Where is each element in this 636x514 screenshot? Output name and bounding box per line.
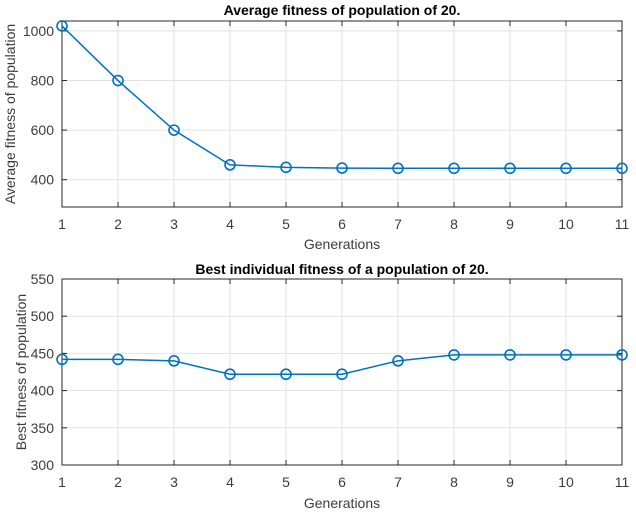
data-point-marker [280, 368, 292, 381]
x-tick-label: 3 [170, 474, 178, 490]
x-tick-label: 7 [394, 474, 402, 490]
x-tick-label: 8 [450, 474, 458, 490]
data-point-marker [112, 74, 124, 87]
x-tick-label: 3 [170, 216, 178, 232]
x-tick-label: 4 [226, 474, 234, 490]
x-tick-label: 1 [58, 216, 66, 232]
plot-title: Average fitness of population of 20. [223, 2, 461, 18]
x-axis-label: Generations [303, 236, 381, 252]
y-tick-label: 400 [31, 172, 55, 188]
data-point-marker [392, 355, 404, 367]
data-point-marker [168, 124, 180, 136]
data-line [61, 25, 622, 170]
x-tick-label: 5 [282, 216, 290, 232]
data-line [62, 354, 622, 375]
x-tick-label: 11 [615, 474, 630, 490]
x-tick-label: 9 [506, 474, 514, 490]
x-tick-label: 7 [394, 216, 402, 232]
y-tick-label: 550 [31, 271, 55, 287]
x-tick-label: 10 [558, 474, 574, 490]
data-point-marker [560, 162, 572, 175]
y-axis-label: Average fitness of population [2, 23, 18, 205]
y-axis-label: Best fitness of population [13, 293, 29, 451]
x-tick-label: 4 [226, 216, 234, 232]
data-point-marker [448, 349, 460, 361]
data-point-marker [280, 161, 292, 174]
data-point-marker [168, 355, 180, 367]
data-point-marker [504, 162, 516, 175]
y-tick-label: 800 [31, 73, 55, 89]
data-point-marker [392, 162, 404, 175]
x-tick-label: 9 [506, 216, 514, 232]
data-point-marker [336, 162, 348, 174]
x-tick-label: 11 [615, 216, 630, 232]
data-point-marker [560, 349, 572, 361]
x-tick-label: 10 [558, 216, 574, 232]
x-tick-label: 8 [450, 216, 458, 232]
y-tick-label: 600 [31, 122, 55, 138]
y-tick-label: 1000 [23, 23, 54, 39]
data-point-marker [336, 368, 348, 381]
y-tick-label: 300 [31, 457, 55, 473]
data-point-marker [224, 159, 236, 171]
data-point-marker [504, 349, 516, 361]
plot-title: Best individual fitness of a population … [195, 261, 489, 277]
data-point-marker [448, 162, 460, 175]
y-tick-label: 450 [31, 345, 55, 361]
x-tick-label: 2 [114, 474, 122, 490]
data-point-marker [56, 353, 68, 366]
subplot-best-fitness: 1 2 3 4 5 6 7 8 9 10 11 300 350 400 450 500 550 Best ind… [0, 257, 636, 514]
x-tick-label: 6 [338, 216, 346, 232]
x-tick-label: 6 [338, 474, 346, 490]
subplot-average-fitness: 1 2 3 4 5 6 7 8 9 10 11 400 600 800 1000 Average fitne… [2, 2, 630, 252]
x-tick-label: 2 [114, 216, 122, 232]
data-point-marker [112, 353, 124, 366]
average-fitness-plot-area: 1 2 3 4 5 6 7 8 9 10 11 400 600 800 1000 [23, 20, 630, 232]
data-point-marker [616, 162, 628, 175]
best-fitness-plot-area: 1 2 3 4 5 6 7 8 9 10 11 300 350 400 450 500 550 [31, 271, 630, 490]
y-tick-label: 400 [31, 383, 55, 399]
data-point-marker [56, 20, 68, 32]
y-tick-label: 350 [31, 420, 55, 436]
y-tick-label: 500 [31, 308, 55, 324]
x-tick-label: 1 [58, 474, 66, 490]
data-point-marker [224, 368, 236, 381]
data-point-marker [616, 349, 628, 361]
x-axis-label: Generations [303, 495, 381, 511]
x-tick-label: 5 [282, 474, 290, 490]
